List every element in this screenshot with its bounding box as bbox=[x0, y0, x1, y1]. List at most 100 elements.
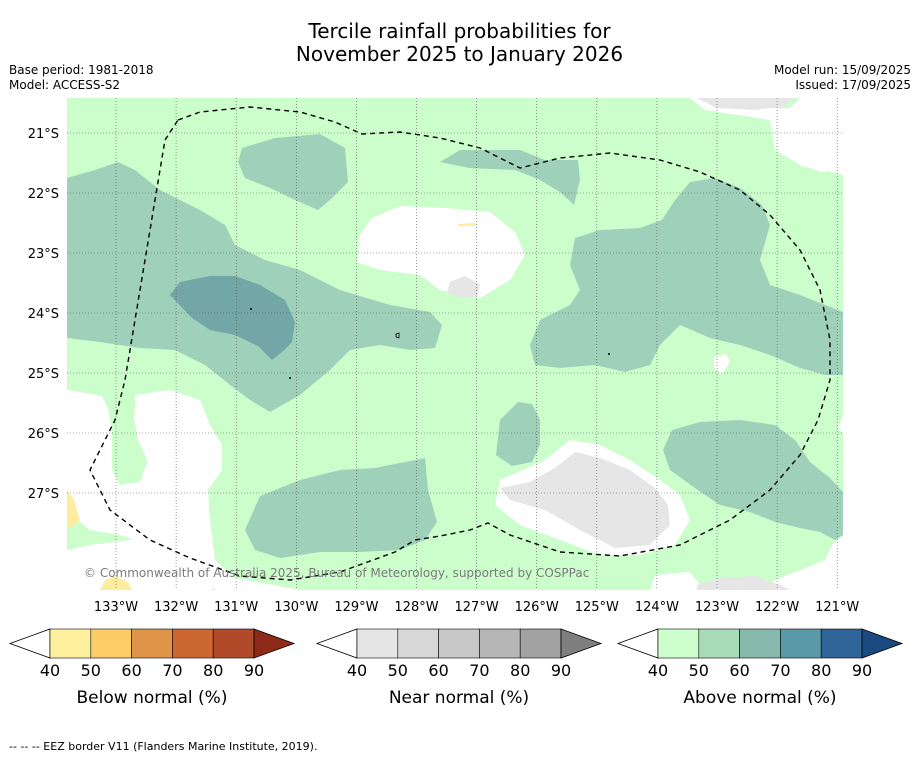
issued-date: Issued: 17/09/2025 bbox=[795, 78, 911, 92]
colorbar-tick: 70 bbox=[469, 661, 489, 680]
neutral-region-west bbox=[67, 392, 230, 590]
near-normal-40-region-central bbox=[447, 276, 480, 298]
latitude-label: 22°S bbox=[28, 187, 59, 202]
gridlines bbox=[67, 98, 843, 590]
longitude-label: 121°W bbox=[815, 600, 859, 615]
colorbar-tick: 60 bbox=[729, 661, 749, 680]
above-normal-50-region-south bbox=[245, 458, 437, 558]
model-name: Model: ACCESS-S2 bbox=[9, 78, 121, 92]
longitude-label: 131°W bbox=[214, 600, 258, 615]
longitude-label: 124°W bbox=[635, 600, 679, 615]
colorbar-segment bbox=[780, 628, 822, 659]
neutral-region-central bbox=[357, 206, 525, 298]
latitude-labels: 21°S 22°S 23°S 24°S 25°S 26°S 27°S bbox=[28, 127, 59, 502]
colorbar-tick: 80 bbox=[203, 661, 223, 680]
below-normal-40-region-south bbox=[100, 576, 132, 590]
above-normal-50-region-central bbox=[496, 402, 540, 466]
colorbar-tick: 60 bbox=[121, 661, 141, 680]
longitude-label: 125°W bbox=[575, 600, 619, 615]
colorbar-2: 40 50 60 70 80 90 Above normal (%) bbox=[616, 628, 904, 708]
meta-left: Base period: 1981-2018 Model: ACCESS-S2 bbox=[9, 63, 154, 93]
latitude-label: 27°S bbox=[28, 487, 59, 502]
colorbar-tick: 50 bbox=[388, 661, 408, 680]
colorbar-tick: 40 bbox=[347, 661, 367, 680]
colorbar-0: 40 50 60 70 80 90 Below normal (%) bbox=[8, 628, 296, 708]
longitude-label: 129°W bbox=[334, 600, 378, 615]
colorbar-tick: 80 bbox=[510, 661, 530, 680]
colorbar-segment bbox=[820, 628, 863, 659]
tiny-contour-dot-2 bbox=[289, 377, 291, 379]
longitude-label: 130°W bbox=[274, 600, 318, 615]
colorbar-segment bbox=[356, 628, 399, 659]
colorbar-segment bbox=[739, 628, 781, 659]
colorbar-tick: 60 bbox=[428, 661, 448, 680]
map-panel: © Commonwealth of Australia 2025, Bureau… bbox=[67, 98, 843, 590]
colorbar-tick: 90 bbox=[551, 661, 571, 680]
colorbar-left-arrow bbox=[315, 628, 358, 659]
longitude-labels: 133°W 132°W 131°W 130°W 129°W 128°W 127°W 126°W… bbox=[94, 600, 860, 615]
colorbar-label: Above normal (%) bbox=[683, 688, 836, 708]
map-title: Tercile rainfall probabilities for Novem… bbox=[0, 20, 919, 66]
meta-right: Model run: 15/09/2025 Issued: 17/09/2025 bbox=[774, 63, 911, 93]
latitude-label: 23°S bbox=[28, 247, 59, 262]
longitude-label: 122°W bbox=[755, 600, 799, 615]
colorbar-segment bbox=[438, 628, 480, 659]
colorbar-left-arrow bbox=[8, 628, 51, 659]
colorbar-segment bbox=[519, 628, 562, 659]
colorbar-tick: 90 bbox=[244, 661, 264, 680]
colorbar-tick: 40 bbox=[40, 661, 60, 680]
latitude-label: 26°S bbox=[28, 427, 59, 442]
title-line-1: Tercile rainfall probabilities for bbox=[308, 19, 611, 43]
below-normal-40-region-tiny bbox=[458, 223, 475, 226]
longitude-label: 133°W bbox=[94, 600, 138, 615]
colorbar-left-arrow bbox=[616, 628, 659, 659]
colorbar-right-arrow bbox=[560, 628, 603, 659]
eez-footnote: -- -- -- EEZ border V11 (Flanders Marine… bbox=[9, 740, 318, 753]
colorbar-segment bbox=[657, 628, 700, 659]
title-line-2: November 2025 to January 2026 bbox=[295, 42, 624, 66]
colorbar-label: Near normal (%) bbox=[389, 688, 529, 708]
colorbar-segment bbox=[90, 628, 132, 659]
colorbar-tick: 40 bbox=[648, 661, 668, 680]
colorbar-tick: 90 bbox=[852, 661, 872, 680]
tiny-contour-4 bbox=[395, 332, 400, 339]
colorbar-segment bbox=[698, 628, 740, 659]
colorbar-segment bbox=[212, 628, 255, 659]
colorbar-segment bbox=[131, 628, 173, 659]
colorbar-tick: 50 bbox=[689, 661, 709, 680]
near-normal-40-region-south bbox=[500, 452, 670, 548]
longitude-label: 126°W bbox=[515, 600, 559, 615]
tiny-contour-dot-3 bbox=[608, 353, 610, 355]
model-run: Model run: 15/09/2025 bbox=[773, 63, 911, 77]
above-normal-50-region-east bbox=[530, 178, 843, 375]
longitude-label: 123°W bbox=[695, 600, 739, 615]
latitude-label: 21°S bbox=[28, 127, 59, 142]
colorbar-label: Below normal (%) bbox=[77, 688, 228, 708]
colorbars: 40 50 60 70 80 90 Below normal (%) 40 50 60 70 80 90… bbox=[8, 628, 904, 708]
longitude-label: 132°W bbox=[154, 600, 198, 615]
colorbar-right-arrow bbox=[861, 628, 904, 659]
colorbar-segment bbox=[479, 628, 521, 659]
latitude-label: 24°S bbox=[28, 307, 59, 322]
above-normal-50-region-se bbox=[663, 420, 843, 540]
longitude-label: 128°W bbox=[394, 600, 438, 615]
colorbar-right-arrow bbox=[253, 628, 296, 659]
near-normal-40-region-se bbox=[697, 576, 790, 590]
map-copyright: © Commonwealth of Australia 2025, Bureau… bbox=[84, 566, 589, 580]
above-normal-60-region bbox=[170, 276, 295, 360]
near-normal-40-region-north bbox=[696, 98, 795, 110]
colorbar-tick: 70 bbox=[770, 661, 790, 680]
colorbar-segment bbox=[172, 628, 214, 659]
below-normal-40-region-west bbox=[67, 490, 80, 528]
colorbar-tick: 70 bbox=[162, 661, 182, 680]
colorbar-1: 40 50 60 70 80 90 Near normal (%) bbox=[315, 628, 603, 708]
neutral-region-east bbox=[714, 354, 730, 374]
above-normal-50-region-north bbox=[238, 134, 348, 210]
base-period: Base period: 1981-2018 bbox=[9, 63, 154, 77]
above-normal-50-region-ne bbox=[440, 150, 580, 205]
colorbar-segment bbox=[397, 628, 439, 659]
tiny-contour-dot-1 bbox=[250, 308, 252, 310]
colorbar-tick: 50 bbox=[81, 661, 101, 680]
colorbar-segment bbox=[49, 628, 92, 659]
